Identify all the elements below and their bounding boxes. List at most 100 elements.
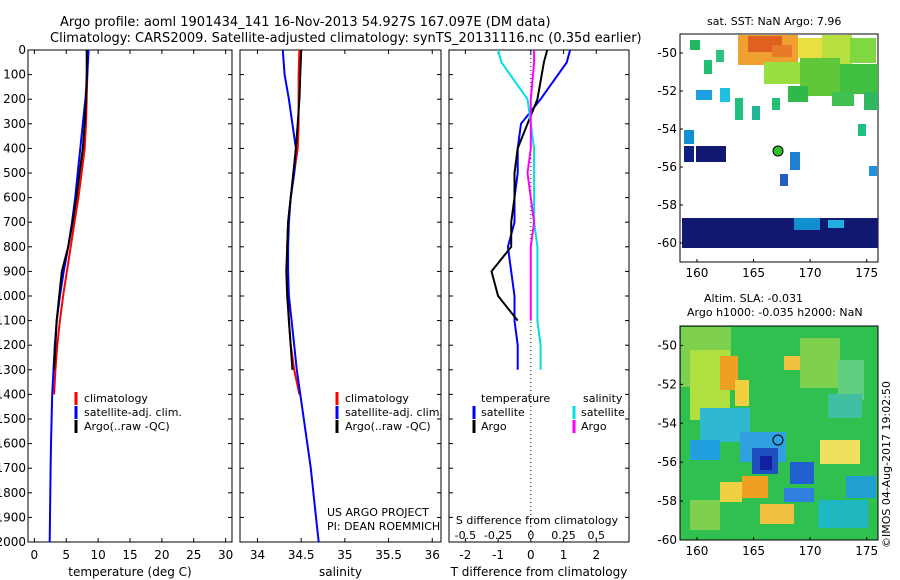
sst-cell: [780, 174, 788, 186]
x-axis-label: T difference from climatology: [450, 565, 628, 579]
y-tick-label: 800: [3, 240, 26, 254]
sst-cell: [858, 124, 866, 136]
x-tick-label: 170: [799, 544, 822, 558]
x-tick-label: 34.5: [288, 548, 315, 562]
sal-tick-label: 0.25: [551, 529, 576, 542]
y-tick-label: 2000: [0, 535, 26, 549]
sst-cell: [798, 38, 824, 58]
legend-label-satellite: satellite-adj. clim.: [345, 406, 443, 419]
series-line: [506, 49, 572, 370]
y-tick-label: 1900: [0, 510, 26, 524]
legend-label-sal-satellite: satellite: [581, 406, 625, 419]
sla-cell: [690, 440, 720, 460]
legend-label-argo: Argo(..raw -QC): [84, 420, 170, 433]
sst-cell: [735, 98, 743, 120]
sla-cell: [735, 380, 749, 406]
y-tick-label: 1600: [0, 437, 26, 451]
sst-argo-marker: [772, 145, 784, 157]
y-tick-label: 400: [3, 141, 26, 155]
difference-legend: temperature salinity satellite Argo sate…: [472, 392, 625, 433]
series-line: [53, 50, 88, 370]
sst-cell: [828, 220, 844, 228]
temperature-legend: climatology satellite-adj. clim. Argo(..…: [74, 392, 182, 433]
sla-cell: [838, 360, 864, 400]
y-tick-label: -58: [657, 494, 677, 508]
y-tick-label: 0: [18, 43, 26, 57]
difference-chart: -2 -1 0 1 2 -0.5 -0.25 0 0.25 0.5 T difference fro…: [449, 49, 629, 579]
salinity-panel-frame: [239, 49, 442, 543]
y-tick-label: -52: [657, 84, 677, 98]
sst-cell: [696, 146, 726, 162]
series-line: [285, 49, 303, 370]
sal-tick-label: 0.5: [588, 529, 606, 542]
legend-label-sal-argo: Argo: [581, 420, 607, 433]
difference-panel-frame: [448, 49, 630, 543]
x-tick-label: 35.5: [375, 548, 402, 562]
x-tick-label: 170: [799, 266, 822, 280]
legend-label-satellite: satellite-adj. clim.: [84, 406, 182, 419]
x-tick-label: 34: [250, 548, 265, 562]
legend-label-temp-satellite: satellite: [481, 406, 525, 419]
x-tick-label: 25: [186, 548, 201, 562]
x-tick-label: 2: [592, 548, 600, 562]
sla-cell: [800, 338, 840, 388]
sal-tick-label: -0.5: [455, 529, 476, 542]
y-tick-label: 200: [3, 92, 26, 106]
x-tick-label: 165: [742, 544, 765, 558]
sla-map-title-line1: Altim. SLA: -0.031: [704, 292, 803, 305]
y-tick-label: 1500: [0, 412, 26, 426]
x-tick-label: 165: [742, 266, 765, 280]
sst-cell: [794, 218, 820, 230]
series-line: [281, 49, 320, 543]
sla-cell: [790, 462, 814, 484]
sst-cell: [684, 146, 694, 162]
y-tick-label: 1300: [0, 363, 26, 377]
y-tick-label: 600: [3, 191, 26, 205]
watermark: ©IMOS 04-Aug-2017 19:02:50: [880, 381, 893, 548]
sst-cell: [832, 92, 854, 106]
sst-cell: [684, 130, 694, 144]
y-tick-label: 500: [3, 166, 26, 180]
credit-pi: PI: DEAN ROEMMICH: [327, 520, 440, 533]
sst-cell: [850, 38, 876, 63]
sst-cell: [790, 152, 800, 170]
sla-argo-marker: [772, 434, 784, 446]
x-axis-label: temperature (deg C): [68, 565, 191, 579]
y-tick-label: -60: [657, 533, 677, 547]
sla-cell: [760, 456, 772, 470]
x-tick-label: 160: [686, 266, 709, 280]
sst-warm-patch: [682, 35, 878, 248]
series-line: [53, 50, 89, 395]
y-tick-label: 900: [3, 264, 26, 278]
x-tick-label: 175: [855, 266, 878, 280]
credit-project: US ARGO PROJECT: [327, 506, 429, 519]
legend-label-argo: Argo(..raw -QC): [345, 420, 431, 433]
y-tick-label: -56: [657, 160, 677, 174]
legend-header-temperature: temperature: [481, 392, 550, 405]
y-tick-label: -50: [657, 338, 677, 352]
y-tick-label: -54: [657, 122, 677, 136]
sst-cell: [690, 40, 700, 50]
legend-label-temp-argo: Argo: [481, 420, 507, 433]
sst-cell: [764, 62, 800, 84]
x-tick-label: 5: [62, 548, 70, 562]
y-tick-label: 1800: [0, 486, 26, 500]
y-tick-label: 300: [3, 117, 26, 131]
x-tick-label: 36: [425, 548, 440, 562]
sst-cell: [788, 86, 808, 102]
sst-map-title: sat. SST: NaN Argo: 7.96: [707, 15, 841, 28]
sst-cell: [716, 50, 724, 62]
x-tick-label: -2: [459, 548, 471, 562]
legend-label-climatology: climatology: [345, 392, 409, 405]
temperature-chart: 0100200300400500600700800900100011001200…: [0, 43, 233, 579]
y-tick-label: 1400: [0, 387, 26, 401]
x-tick-label: 30: [218, 548, 233, 562]
sal-tick-label: 0: [527, 529, 534, 542]
x-tick-label: -1: [492, 548, 504, 562]
y-tick-label: -54: [657, 416, 677, 430]
sla-cell: [828, 394, 862, 418]
sst-cell: [869, 166, 877, 176]
sst-cell: [682, 218, 878, 248]
sla-map: 160 165 170 175 -50 -52 -54 -56 -58 -60: [657, 325, 879, 558]
